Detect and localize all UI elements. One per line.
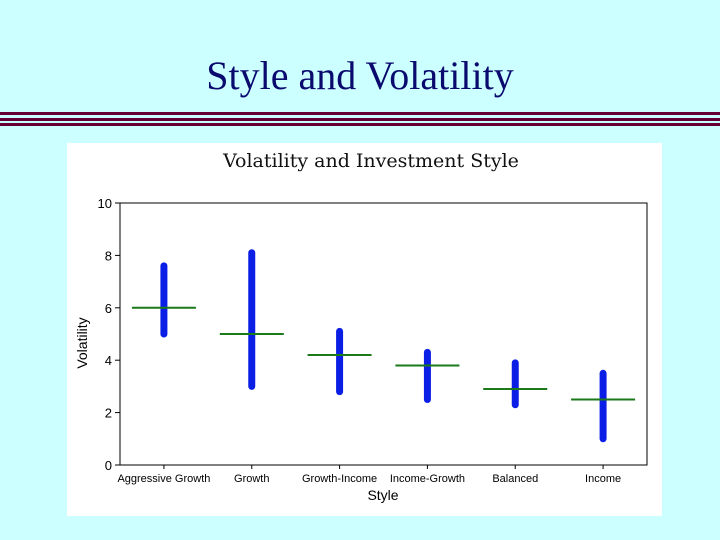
x-tick-label: Income-Growth (390, 473, 465, 485)
plot-frame (119, 202, 648, 466)
x-tick-label: Growth (234, 473, 269, 485)
title-divider-line (0, 112, 720, 115)
title-divider-line (0, 123, 720, 126)
x-tick-label: Growth-Income (302, 473, 377, 485)
y-tick-label: 6 (105, 301, 112, 316)
x-tick-label: Income (585, 473, 621, 485)
y-tick-label: 10 (98, 196, 112, 211)
x-axis-label: Style (367, 487, 398, 503)
title-divider-line (0, 118, 720, 121)
x-tick-label: Aggressive Growth (117, 473, 210, 485)
y-tick-label: 2 (105, 406, 112, 421)
y-tick-label: 4 (105, 353, 112, 368)
x-tick-label: Balanced (492, 473, 538, 485)
volatility-chart: Volatility and Investment Style Style Vo… (74, 150, 648, 503)
y-tick-label: 8 (105, 248, 112, 263)
y-axis-label: Volatility (74, 317, 90, 368)
chart-panel: Volatility and Investment Style Style Vo… (67, 143, 662, 516)
slide-title: Style and Volatility (206, 53, 514, 98)
y-tick-label: 0 (105, 458, 112, 473)
chart-title: Volatility and Investment Style (222, 150, 519, 172)
